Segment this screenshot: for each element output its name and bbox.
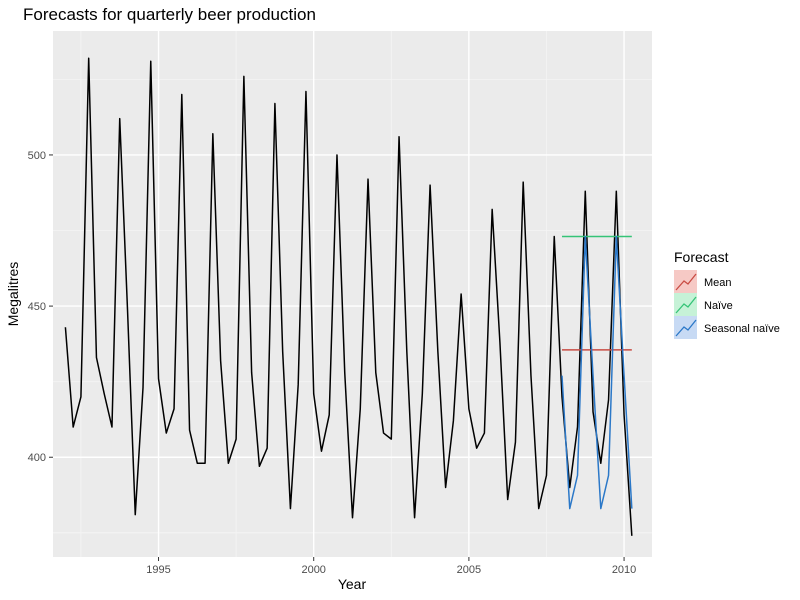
x-tick-label: 2005 (457, 564, 481, 576)
y-tick-label: 450 (28, 301, 46, 313)
legend: Forecast Mean Naïve Seasonal naïve (674, 249, 780, 339)
series-line-seasonal-na-ve (561, 235, 633, 510)
legend-entry: Naïve (674, 293, 733, 316)
legend-key-line (675, 319, 697, 337)
x-tick-label: 2000 (301, 564, 325, 576)
legend-key-line (675, 296, 697, 314)
y-tick-label: 500 (28, 150, 46, 162)
plot-panel (53, 31, 652, 557)
legend-entry: Mean (674, 270, 732, 293)
legend-label: Mean (704, 277, 732, 289)
legend-label: Naïve (704, 300, 733, 312)
x-tick-label: 1995 (146, 564, 170, 576)
x-tick-label: 2010 (612, 564, 636, 576)
legend-entry: Seasonal naïve (674, 316, 780, 339)
legend-key-line (675, 273, 697, 291)
minor-gridlines (53, 31, 652, 557)
x-axis-ticks: 1995 2000 2005 2010 (146, 557, 636, 576)
series-line-observed (64, 57, 633, 536)
legend-title: Forecast (674, 249, 729, 265)
y-axis-title: Megalitres (5, 262, 21, 327)
chart-title: Forecasts for quarterly beer production (23, 5, 316, 24)
series-lines (64, 57, 633, 536)
legend-label: Seasonal naïve (704, 323, 780, 335)
y-tick-label: 400 (28, 452, 46, 464)
x-axis-title: Year (338, 576, 367, 592)
y-axis-ticks: 400 450 500 (28, 150, 53, 464)
